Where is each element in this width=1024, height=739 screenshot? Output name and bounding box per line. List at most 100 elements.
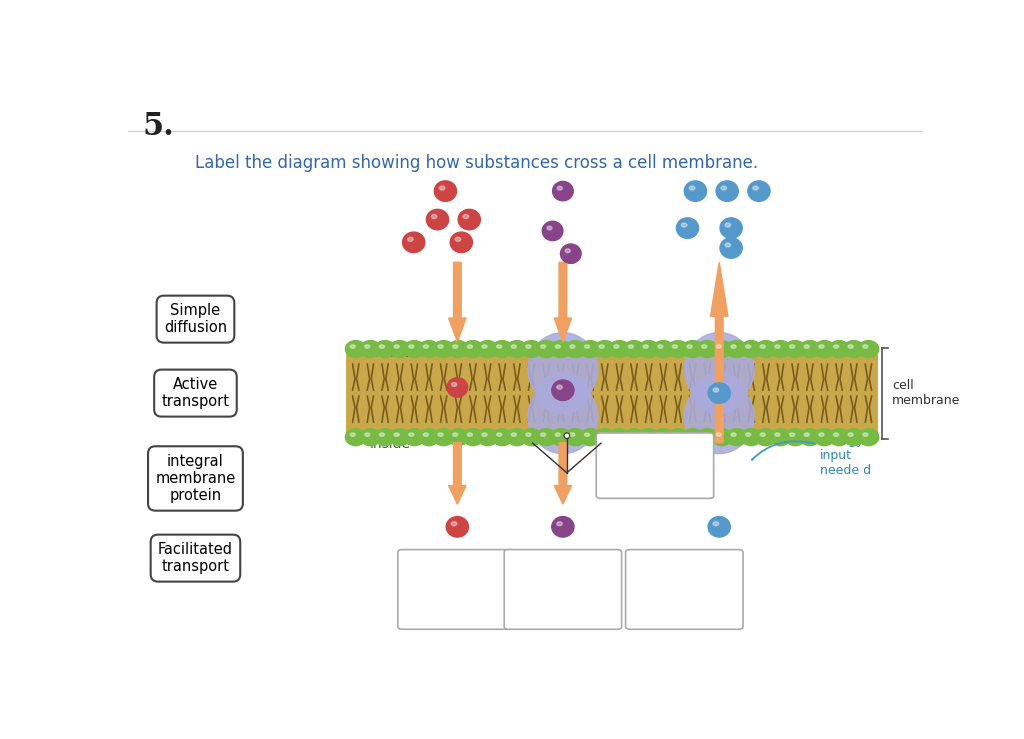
- Ellipse shape: [389, 429, 410, 446]
- Ellipse shape: [431, 214, 437, 219]
- Ellipse shape: [682, 429, 702, 446]
- Ellipse shape: [507, 429, 527, 446]
- Ellipse shape: [350, 345, 355, 348]
- Ellipse shape: [580, 341, 600, 358]
- Text: cell
membrane: cell membrane: [892, 379, 961, 407]
- FancyBboxPatch shape: [346, 347, 878, 439]
- Ellipse shape: [657, 433, 663, 436]
- Ellipse shape: [452, 383, 457, 386]
- Ellipse shape: [694, 372, 744, 414]
- Ellipse shape: [492, 341, 513, 358]
- Ellipse shape: [828, 429, 850, 446]
- Ellipse shape: [447, 341, 469, 358]
- Ellipse shape: [565, 341, 586, 358]
- Ellipse shape: [404, 341, 425, 358]
- Ellipse shape: [638, 341, 659, 358]
- Ellipse shape: [595, 341, 615, 358]
- Ellipse shape: [716, 181, 738, 201]
- Ellipse shape: [673, 345, 678, 348]
- Ellipse shape: [804, 433, 809, 436]
- Ellipse shape: [375, 429, 395, 446]
- Ellipse shape: [712, 429, 732, 446]
- Ellipse shape: [858, 341, 879, 358]
- FancyArrow shape: [554, 443, 571, 504]
- Ellipse shape: [725, 223, 730, 227]
- Ellipse shape: [687, 345, 692, 348]
- Ellipse shape: [564, 433, 569, 439]
- Ellipse shape: [753, 186, 759, 190]
- Ellipse shape: [565, 429, 586, 446]
- Ellipse shape: [668, 341, 688, 358]
- Ellipse shape: [804, 345, 809, 348]
- Ellipse shape: [770, 341, 791, 358]
- Ellipse shape: [800, 429, 820, 446]
- Ellipse shape: [528, 333, 598, 406]
- FancyBboxPatch shape: [626, 550, 743, 629]
- Ellipse shape: [565, 249, 570, 253]
- Ellipse shape: [677, 218, 698, 239]
- Ellipse shape: [745, 345, 751, 348]
- Ellipse shape: [360, 341, 381, 358]
- Ellipse shape: [536, 429, 556, 446]
- Ellipse shape: [713, 388, 719, 392]
- Ellipse shape: [521, 341, 542, 358]
- Ellipse shape: [423, 345, 428, 348]
- Ellipse shape: [453, 345, 458, 348]
- Ellipse shape: [447, 378, 468, 397]
- Ellipse shape: [408, 237, 413, 242]
- Ellipse shape: [848, 433, 853, 436]
- Ellipse shape: [543, 221, 563, 241]
- Ellipse shape: [653, 341, 674, 358]
- Ellipse shape: [595, 429, 615, 446]
- Text: integral
membrane
protein: integral membrane protein: [156, 454, 236, 503]
- Ellipse shape: [394, 345, 399, 348]
- Ellipse shape: [682, 341, 702, 358]
- Ellipse shape: [725, 243, 730, 247]
- Ellipse shape: [712, 341, 732, 358]
- Ellipse shape: [790, 433, 795, 436]
- Ellipse shape: [741, 429, 762, 446]
- Text: Active
transport: Active transport: [162, 377, 229, 409]
- Ellipse shape: [701, 345, 707, 348]
- Ellipse shape: [409, 433, 414, 436]
- Ellipse shape: [745, 433, 751, 436]
- Ellipse shape: [365, 433, 370, 436]
- Ellipse shape: [828, 341, 850, 358]
- Ellipse shape: [541, 345, 546, 348]
- Ellipse shape: [613, 433, 618, 436]
- Ellipse shape: [551, 341, 571, 358]
- Ellipse shape: [624, 429, 644, 446]
- Ellipse shape: [775, 345, 780, 348]
- Ellipse shape: [541, 433, 546, 436]
- Ellipse shape: [507, 341, 527, 358]
- Ellipse shape: [741, 341, 762, 358]
- Ellipse shape: [365, 345, 370, 348]
- Ellipse shape: [345, 429, 367, 446]
- Ellipse shape: [684, 181, 707, 201]
- Ellipse shape: [497, 433, 502, 436]
- Ellipse shape: [557, 385, 562, 389]
- Ellipse shape: [379, 433, 385, 436]
- Ellipse shape: [701, 433, 707, 436]
- Ellipse shape: [756, 341, 776, 358]
- Ellipse shape: [609, 341, 630, 358]
- Ellipse shape: [553, 182, 573, 201]
- Ellipse shape: [555, 433, 560, 436]
- Ellipse shape: [439, 186, 444, 190]
- Ellipse shape: [463, 214, 469, 219]
- Ellipse shape: [726, 341, 746, 358]
- Ellipse shape: [536, 341, 556, 358]
- Ellipse shape: [456, 237, 461, 242]
- Ellipse shape: [731, 345, 736, 348]
- Ellipse shape: [643, 345, 648, 348]
- Ellipse shape: [858, 429, 879, 446]
- FancyArrow shape: [449, 262, 466, 342]
- Ellipse shape: [863, 345, 868, 348]
- Ellipse shape: [379, 345, 385, 348]
- Ellipse shape: [716, 433, 722, 436]
- Ellipse shape: [434, 181, 457, 201]
- Ellipse shape: [689, 186, 695, 190]
- Ellipse shape: [551, 429, 571, 446]
- Ellipse shape: [770, 429, 791, 446]
- Ellipse shape: [497, 345, 502, 348]
